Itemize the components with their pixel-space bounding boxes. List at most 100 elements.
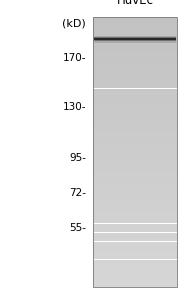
Bar — [93, 97, 177, 98]
Bar — [93, 28, 177, 29]
Bar — [93, 233, 177, 234]
Bar — [93, 67, 177, 68]
Bar — [93, 270, 177, 271]
Bar — [93, 132, 177, 133]
Bar — [93, 160, 177, 161]
Bar — [93, 44, 177, 45]
Bar — [93, 232, 177, 233]
Bar — [93, 116, 177, 117]
Bar — [93, 259, 177, 260]
Bar — [93, 237, 177, 238]
Bar — [93, 213, 177, 214]
Bar — [93, 47, 177, 48]
Bar — [93, 272, 177, 273]
Bar — [93, 262, 177, 263]
Bar — [93, 165, 177, 166]
Bar — [93, 285, 177, 286]
Bar — [93, 69, 177, 70]
Bar — [93, 120, 177, 121]
Bar — [93, 170, 177, 171]
Bar — [93, 227, 177, 228]
Bar — [93, 74, 177, 75]
Bar — [93, 223, 177, 224]
Bar — [93, 40, 177, 41]
Bar — [93, 163, 177, 164]
Bar — [93, 109, 177, 110]
Bar — [93, 275, 177, 276]
Bar — [93, 210, 177, 211]
Bar — [93, 21, 177, 22]
Bar — [93, 168, 177, 169]
Bar — [93, 189, 177, 190]
Bar — [93, 18, 177, 19]
Bar — [93, 215, 177, 216]
Bar — [93, 68, 177, 69]
Bar — [93, 235, 177, 236]
Bar — [93, 22, 177, 23]
Bar — [93, 104, 177, 105]
Bar — [93, 126, 177, 127]
Text: 170-: 170- — [62, 53, 86, 63]
Bar — [93, 196, 177, 197]
Bar — [93, 191, 177, 192]
Bar — [93, 159, 177, 160]
Bar — [93, 190, 177, 191]
Bar — [93, 129, 177, 130]
Text: 72-: 72- — [69, 188, 86, 198]
Bar — [93, 30, 177, 31]
Bar — [93, 178, 177, 179]
Bar — [93, 53, 177, 54]
Bar — [93, 110, 177, 111]
Bar — [93, 77, 177, 78]
Bar — [93, 70, 177, 71]
Bar — [93, 184, 177, 185]
Bar — [93, 25, 177, 26]
Bar — [93, 201, 177, 202]
Bar — [93, 121, 177, 122]
Bar — [93, 73, 177, 74]
Bar — [93, 245, 177, 246]
Bar — [93, 45, 177, 46]
Bar — [93, 114, 177, 115]
Bar — [93, 193, 177, 194]
Bar — [93, 95, 177, 96]
Bar — [93, 98, 177, 99]
Bar — [93, 125, 177, 126]
Bar — [93, 16, 177, 286]
Bar — [93, 282, 177, 283]
Bar — [93, 246, 177, 247]
Text: 55-: 55- — [69, 224, 86, 233]
Bar — [93, 59, 177, 60]
Bar — [93, 134, 177, 135]
Bar — [93, 242, 177, 243]
Bar — [93, 55, 177, 56]
Bar — [93, 280, 177, 281]
Bar — [93, 239, 177, 240]
Bar — [93, 140, 177, 141]
Bar — [93, 87, 177, 88]
Bar — [93, 119, 177, 120]
Bar — [93, 224, 177, 225]
Bar — [93, 31, 177, 32]
Bar — [93, 118, 177, 119]
Bar — [93, 128, 177, 129]
Bar — [93, 105, 177, 106]
Bar — [93, 194, 177, 195]
Bar — [93, 219, 177, 220]
Bar — [93, 207, 177, 208]
Bar — [93, 89, 177, 90]
Bar — [93, 160, 177, 161]
Bar — [93, 35, 177, 36]
Bar — [93, 23, 177, 24]
Bar — [93, 222, 177, 223]
Bar — [93, 76, 177, 77]
Bar — [93, 80, 177, 81]
Bar — [93, 58, 177, 59]
Bar — [93, 172, 177, 173]
Bar — [93, 61, 177, 62]
Bar — [93, 277, 177, 278]
Bar — [93, 241, 177, 242]
Bar — [93, 117, 177, 118]
Bar — [93, 123, 177, 124]
Text: (kD): (kD) — [62, 19, 86, 28]
